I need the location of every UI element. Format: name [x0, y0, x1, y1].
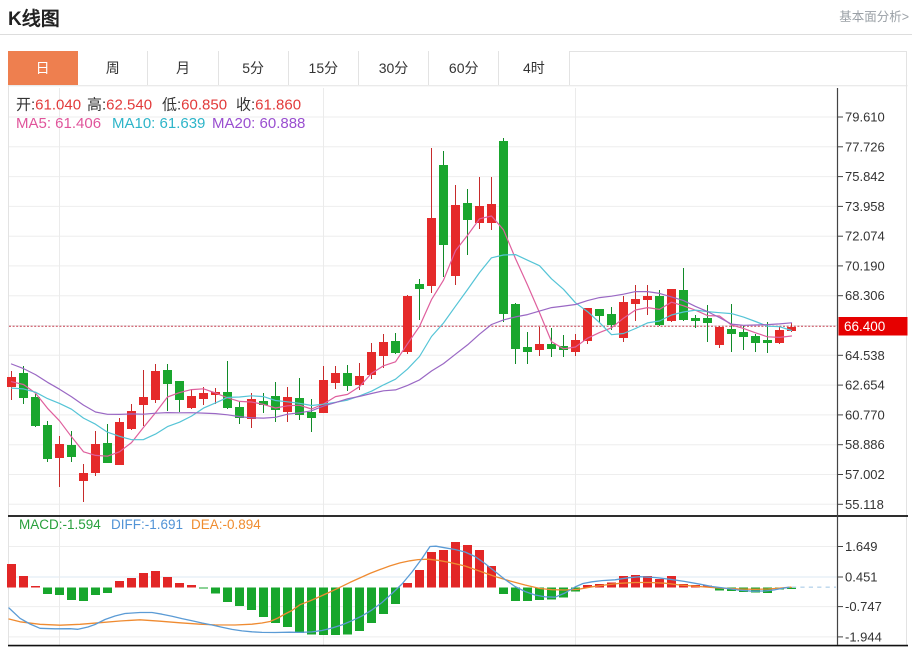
svg-text:70.190: 70.190 — [845, 258, 885, 273]
svg-text:72.074: 72.074 — [845, 229, 885, 244]
svg-text:73.958: 73.958 — [845, 199, 885, 214]
svg-text:68.306: 68.306 — [845, 288, 885, 303]
svg-text:58.886: 58.886 — [845, 437, 885, 452]
svg-text:77.726: 77.726 — [845, 139, 885, 154]
svg-text:75.842: 75.842 — [845, 169, 885, 184]
svg-text:1.649: 1.649 — [845, 539, 878, 554]
svg-text:57.002: 57.002 — [845, 467, 885, 482]
svg-text:64.538: 64.538 — [845, 348, 885, 363]
svg-text:62.654: 62.654 — [845, 378, 885, 393]
svg-text:-1.944: -1.944 — [845, 629, 882, 644]
svg-text:79.610: 79.610 — [845, 110, 885, 125]
svg-text:60.770: 60.770 — [845, 407, 885, 422]
svg-text:0.451: 0.451 — [845, 570, 878, 585]
svg-text:-0.747: -0.747 — [845, 599, 882, 614]
svg-text:55.118: 55.118 — [845, 497, 884, 512]
svg-text:66.400: 66.400 — [844, 319, 885, 334]
